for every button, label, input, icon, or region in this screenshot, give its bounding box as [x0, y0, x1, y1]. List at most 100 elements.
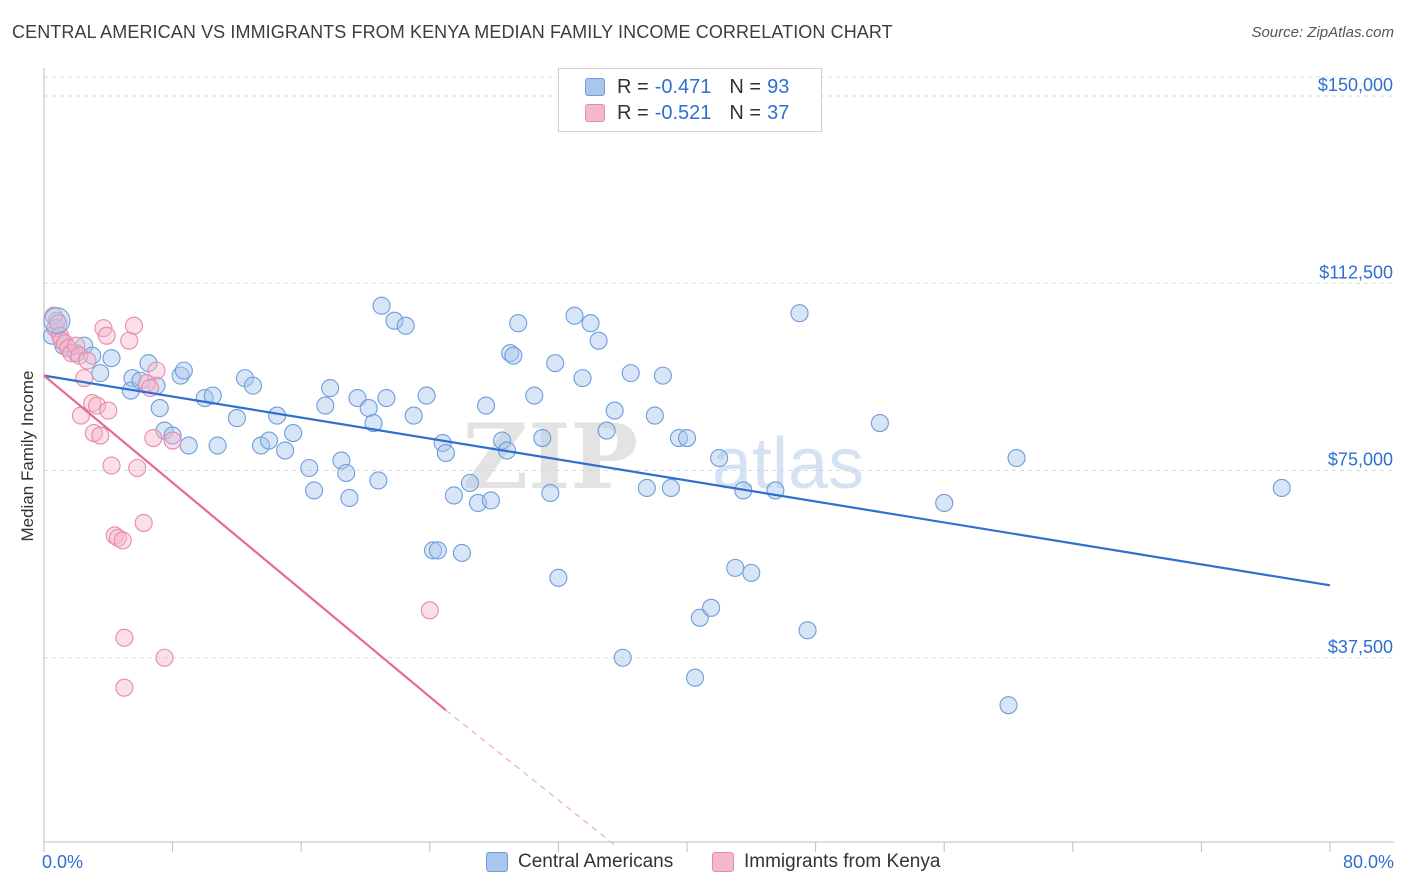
- point-kenya: [115, 678, 134, 697]
- point-central-americans: [999, 696, 1018, 715]
- data-points: [42, 296, 1291, 715]
- point-central-americans: [597, 421, 616, 440]
- point-central-americans: [509, 314, 528, 333]
- point-kenya: [155, 648, 174, 667]
- point-central-americans: [284, 423, 303, 443]
- point-central-americans: [621, 364, 640, 383]
- watermark: ZIP atlas: [463, 404, 865, 510]
- point-kenya: [78, 351, 97, 370]
- point-central-americans: [605, 401, 624, 420]
- point-kenya: [120, 331, 139, 350]
- point-central-americans: [935, 493, 954, 513]
- point-central-americans-large: [43, 307, 71, 335]
- point-central-americans: [417, 386, 436, 405]
- point-kenya: [124, 316, 144, 335]
- point-central-americans: [300, 458, 319, 478]
- point-central-americans: [369, 471, 388, 490]
- r-value: -0.471: [654, 75, 712, 98]
- point-central-americans: [150, 399, 169, 418]
- legend-row-central-americans: R = -0.471 N = 93: [585, 75, 807, 99]
- point-central-americans: [102, 349, 121, 368]
- point-central-americans: [798, 621, 817, 640]
- point-central-americans: [645, 406, 664, 425]
- point-central-americans: [321, 379, 340, 398]
- point-central-americans: [385, 311, 404, 330]
- point-central-americans: [316, 396, 335, 415]
- point-central-americans: [546, 354, 565, 373]
- legend-swatch-pink: [712, 852, 734, 872]
- point-kenya: [55, 334, 74, 353]
- point-central-americans: [1007, 448, 1026, 468]
- point-central-americans: [525, 386, 544, 405]
- point-central-americans: [174, 361, 193, 380]
- y-tick-label: $150,000: [1318, 75, 1393, 95]
- legend-swatch-blue: [486, 852, 508, 872]
- point-central-americans: [589, 331, 608, 350]
- point-central-americans: [726, 558, 745, 577]
- point-central-americans: [423, 541, 443, 560]
- point-central-americans: [436, 443, 455, 463]
- point-kenya: [108, 528, 127, 547]
- point-central-americans: [243, 376, 263, 395]
- point-central-americans: [227, 409, 246, 428]
- point-central-americans: [477, 396, 496, 415]
- stats-legend: R = -0.471 N = 93 R = -0.521 N = 37: [558, 68, 822, 132]
- point-central-americans: [504, 346, 523, 365]
- trend-line-kenya-extension: [445, 709, 616, 846]
- point-central-americans: [348, 389, 367, 408]
- point-central-americans: [653, 366, 672, 385]
- point-central-americans: [91, 364, 110, 383]
- legend-label: Central Americans: [518, 851, 674, 872]
- y-tick-labels: $37,500 $75,000 $112,500 $150,000: [1318, 75, 1393, 657]
- point-central-americans: [573, 369, 592, 388]
- point-central-americans: [460, 473, 480, 493]
- bottom-legend-kenya: Immigrants from Kenya: [712, 851, 940, 873]
- legend-swatch-blue: [585, 78, 605, 96]
- bottom-legend-central-americans: Central Americans: [486, 851, 673, 873]
- source-label: Source: ZipAtlas.com: [1251, 24, 1394, 41]
- point-central-americans: [742, 563, 761, 582]
- point-central-americans: [1272, 478, 1291, 498]
- r-label: R =: [617, 101, 649, 124]
- point-kenya: [420, 601, 439, 620]
- r-label: R =: [617, 75, 649, 98]
- point-central-americans: [549, 568, 568, 587]
- y-tick-label: $37,500: [1328, 637, 1393, 657]
- point-kenya: [91, 426, 110, 445]
- point-central-americans: [377, 389, 396, 408]
- point-central-americans: [493, 431, 512, 450]
- point-kenya: [147, 361, 166, 380]
- point-central-americans: [690, 608, 709, 627]
- point-kenya: [67, 336, 86, 355]
- point-kenya: [163, 431, 182, 450]
- point-central-americans: [637, 478, 656, 498]
- point-central-americans: [481, 491, 500, 510]
- y-axis-title: Median Family Income: [18, 370, 37, 542]
- chart-title: CENTRAL AMERICAN VS IMMIGRANTS FROM KENY…: [12, 22, 893, 42]
- point-central-americans: [305, 481, 324, 500]
- point-kenya: [87, 396, 107, 415]
- point-central-americans: [179, 436, 198, 455]
- point-central-americans: [613, 648, 632, 667]
- point-kenya: [115, 628, 134, 647]
- point-central-americans: [428, 541, 447, 560]
- n-value: 37: [767, 101, 790, 124]
- point-central-americans: [790, 304, 809, 323]
- point-kenya: [128, 458, 147, 478]
- point-central-americans: [208, 436, 227, 455]
- point-central-americans: [581, 314, 600, 333]
- point-central-americans: [702, 598, 721, 617]
- point-kenya: [83, 394, 102, 413]
- point-central-americans: [444, 486, 463, 505]
- y-tick-label: $75,000: [1328, 450, 1393, 470]
- trend-line-kenya: [43, 374, 447, 712]
- point-central-americans: [685, 668, 705, 687]
- point-central-americans: [677, 428, 697, 448]
- y-tick-label: $112,500: [1319, 262, 1393, 282]
- legend-label: Immigrants from Kenya: [744, 851, 941, 872]
- trend-lines: [43, 374, 1331, 846]
- point-central-americans: [163, 426, 182, 445]
- point-central-americans: [171, 366, 190, 385]
- watermark-atlas: atlas: [712, 424, 864, 504]
- n-label: N =: [729, 75, 762, 98]
